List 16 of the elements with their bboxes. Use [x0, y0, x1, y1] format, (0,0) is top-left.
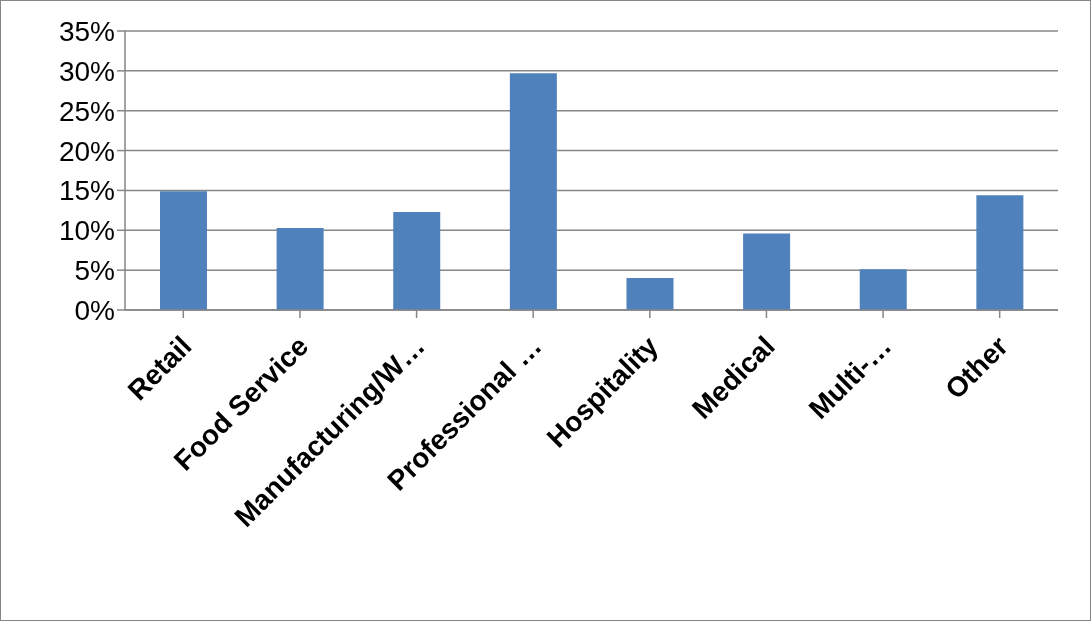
bar: [159, 191, 207, 310]
y-tick-label: 5%: [74, 255, 115, 287]
bar: [976, 195, 1024, 310]
y-tick-label: 25%: [58, 95, 115, 127]
bar: [393, 211, 441, 310]
y-tick-label: 10%: [58, 215, 115, 247]
y-tick-label: 0%: [74, 294, 115, 326]
bar: [276, 227, 324, 310]
bar: [859, 269, 907, 310]
bar: [626, 278, 674, 310]
bar: [509, 73, 557, 310]
bar: [743, 233, 791, 310]
y-tick-label: 15%: [58, 175, 115, 207]
y-tick-label: 20%: [58, 135, 115, 167]
y-tick-label: 35%: [58, 15, 115, 47]
y-tick-label: 30%: [58, 55, 115, 87]
